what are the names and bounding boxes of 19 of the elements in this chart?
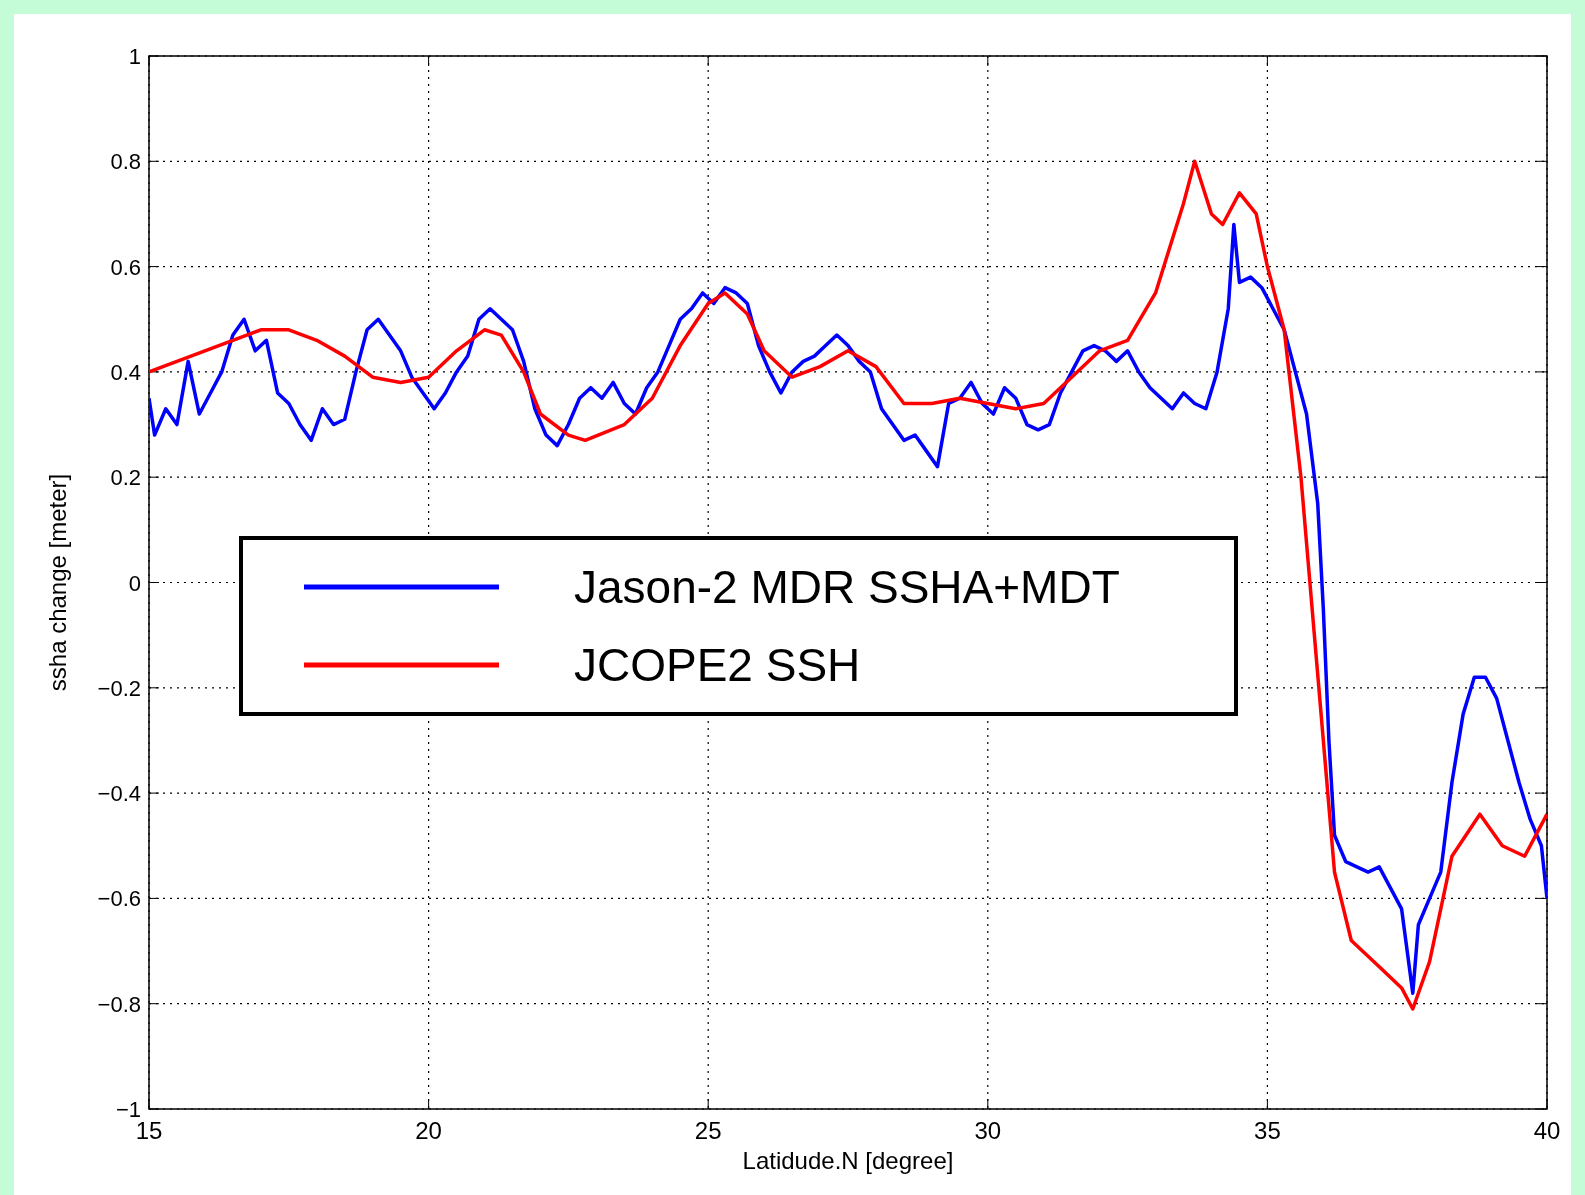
x-tick-label: 35 xyxy=(1254,1117,1281,1144)
y-tick-label: 0.2 xyxy=(110,465,141,491)
x-axis-title: Latidude.N [degree] xyxy=(742,1147,954,1174)
legend-label: Jason-2 MDR SSHA+MDT xyxy=(574,561,1120,613)
x-tick-label: 20 xyxy=(415,1117,442,1144)
x-tick-label: 25 xyxy=(694,1117,722,1144)
y-tick-label: −0.4 xyxy=(97,781,141,807)
y-tick-label: 0.4 xyxy=(110,359,141,385)
y-tick-label: 0.8 xyxy=(110,149,141,175)
y-axis-title: ssha change [meter] xyxy=(44,473,71,692)
legend-label: JCOPE2 SSH xyxy=(574,639,861,691)
x-tick-label: 40 xyxy=(1533,1117,1561,1144)
x-tick-label: 30 xyxy=(974,1117,1002,1144)
y-tick-label: 1 xyxy=(128,44,141,69)
y-tick-label: −0.8 xyxy=(97,991,141,1017)
y-tick-label: −0.2 xyxy=(97,675,141,701)
y-tick-label: −0.6 xyxy=(97,886,141,912)
y-tick-label: 0 xyxy=(128,570,141,596)
y-tick-label: 0.6 xyxy=(110,254,141,280)
